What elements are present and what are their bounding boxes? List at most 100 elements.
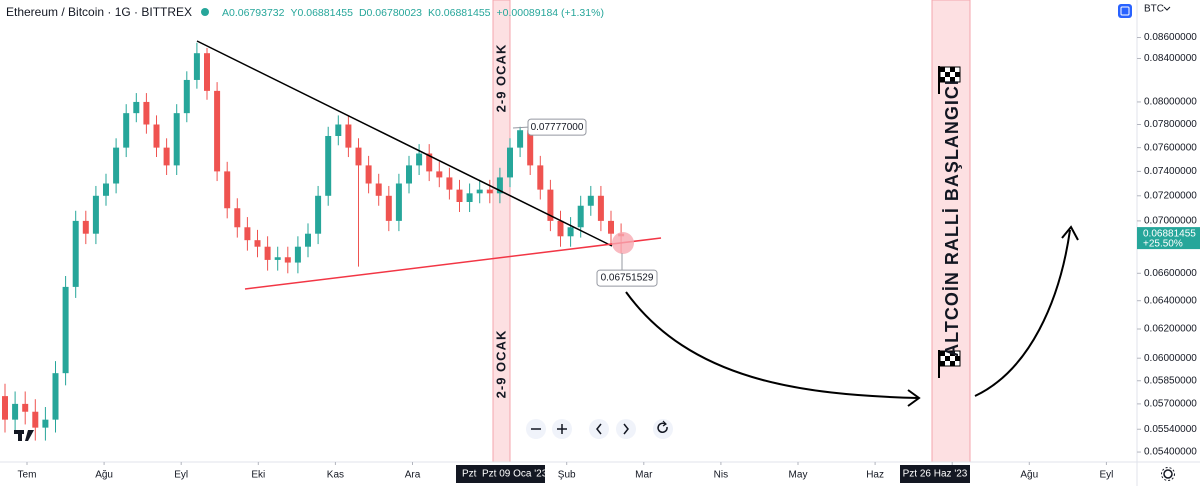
candle-body xyxy=(486,189,493,194)
logo xyxy=(14,430,34,441)
arrow xyxy=(625,291,919,399)
candle-body xyxy=(395,183,402,221)
candle-body xyxy=(375,183,382,196)
y-tick-label: 0.07400000 xyxy=(1144,166,1197,177)
crosshair-box xyxy=(900,465,970,483)
support-line xyxy=(244,237,662,290)
zoom-in-button[interactable] xyxy=(552,419,572,439)
y-tick-label: 0.05850000 xyxy=(1144,375,1197,386)
candle-body xyxy=(335,124,342,136)
ohlc-value: A0.06793732 xyxy=(222,7,285,19)
candle-body xyxy=(325,135,332,196)
settings-button[interactable] xyxy=(1118,4,1132,18)
candle-body xyxy=(183,79,190,114)
candle-body xyxy=(62,286,69,374)
x-tick-label: Eki xyxy=(251,470,265,481)
ohlc-value: +0.00089184 (+1.31%) xyxy=(497,7,604,19)
y-tick-label: 0.06000000 xyxy=(1144,353,1197,364)
candle-body xyxy=(446,177,453,190)
ohlc-value: Y0.06881455 xyxy=(290,7,353,19)
zoom-out-button[interactable] xyxy=(526,419,546,439)
last-price-change: +25.50% xyxy=(1143,239,1183,250)
candle-body xyxy=(537,165,544,190)
candle-body xyxy=(72,220,79,287)
y-tick-label: 0.05400000 xyxy=(1144,447,1197,458)
y-tick-label: 0.07200000 xyxy=(1144,190,1197,201)
scroll-right-button[interactable] xyxy=(616,419,636,439)
candle-body xyxy=(466,193,473,202)
candle-body xyxy=(214,90,221,172)
reset-button[interactable] xyxy=(653,419,673,439)
price-label: 0.07777000 xyxy=(531,122,584,133)
candle-body xyxy=(608,220,614,234)
candle-body xyxy=(274,257,281,260)
candle-body xyxy=(82,220,89,234)
y-tick-label: 0.07800000 xyxy=(1144,119,1197,130)
arrowhead xyxy=(1061,225,1079,241)
y-axis: 0.08600000 0.08400000 0.08000000 0.07800000… xyxy=(1137,32,1197,458)
band-label: 2-9 OCAK xyxy=(493,330,508,399)
candle-body xyxy=(345,124,352,148)
candle-body xyxy=(224,171,231,209)
crosshair-box xyxy=(456,465,545,483)
candle-body xyxy=(567,227,574,237)
x-tick-label: Ağu xyxy=(1020,470,1038,481)
candle-body xyxy=(264,246,271,260)
y-tick-label: 0.06200000 xyxy=(1144,324,1197,335)
x-tick-label: Ağu xyxy=(95,470,113,481)
settings-gear[interactable] xyxy=(1161,467,1175,481)
candle-body xyxy=(305,233,311,247)
finish-flag xyxy=(938,350,961,378)
y-tick-label: 0.06600000 xyxy=(1144,268,1197,279)
price-marker xyxy=(512,126,529,129)
x-tick-label: Haz xyxy=(866,470,884,481)
candle-body xyxy=(113,147,120,184)
candle-body xyxy=(355,147,362,166)
candle-body xyxy=(406,165,412,184)
settings-icon xyxy=(1120,6,1130,16)
x-tick-label: May xyxy=(789,470,808,481)
candle-body xyxy=(577,205,584,228)
candle-body xyxy=(244,227,251,241)
arrow xyxy=(974,229,1071,397)
candle-body xyxy=(143,101,150,125)
candle-body xyxy=(385,195,392,221)
price-box xyxy=(527,118,587,136)
y-tick-label: 0.07000000 xyxy=(1144,216,1197,227)
ohlc-value: D0.06780023 xyxy=(359,7,422,19)
candle-body xyxy=(163,147,170,166)
currency: BTC xyxy=(1144,4,1164,15)
candle-body xyxy=(284,257,291,263)
trend-line xyxy=(196,40,613,247)
candle-body xyxy=(557,220,564,237)
x-tick-label: Mar xyxy=(635,470,653,481)
x-tick-label: Nis xyxy=(714,470,728,481)
chart-title: Ethereum / Bitcoin · 1G · BITTREX xyxy=(6,5,192,19)
arrowhead xyxy=(907,389,921,407)
candle-body xyxy=(416,153,423,166)
scroll-left-button[interactable] xyxy=(589,419,609,439)
y-tick-label: 0.05700000 xyxy=(1144,399,1197,410)
candle-body xyxy=(12,403,19,420)
crosshair-label: Pzt xyxy=(462,469,477,480)
candle-body xyxy=(365,165,372,184)
crosshair-label: Pzt 26 Haz '23 xyxy=(903,469,968,480)
x-tick-label: Eyl xyxy=(174,470,188,481)
price-label: 0.06751529 xyxy=(601,273,654,284)
band-label: 2-9 OCAK xyxy=(493,44,508,113)
candle-body xyxy=(173,113,180,166)
candle-body xyxy=(547,189,554,221)
candle-body xyxy=(32,411,39,428)
candle-body xyxy=(315,195,322,234)
x-tick-label: Eyl xyxy=(1099,470,1113,481)
last-price-label: 0.06881455 xyxy=(1143,229,1196,240)
candle-body xyxy=(436,171,443,178)
dropdown-icon[interactable] xyxy=(1163,6,1171,11)
candle-body xyxy=(294,246,301,263)
ohlc-value: K0.06881455 xyxy=(428,7,491,19)
y-tick-label: 0.08600000 xyxy=(1144,32,1197,43)
x-tick-label: Ara xyxy=(405,470,421,481)
last-price-box xyxy=(1137,227,1200,250)
